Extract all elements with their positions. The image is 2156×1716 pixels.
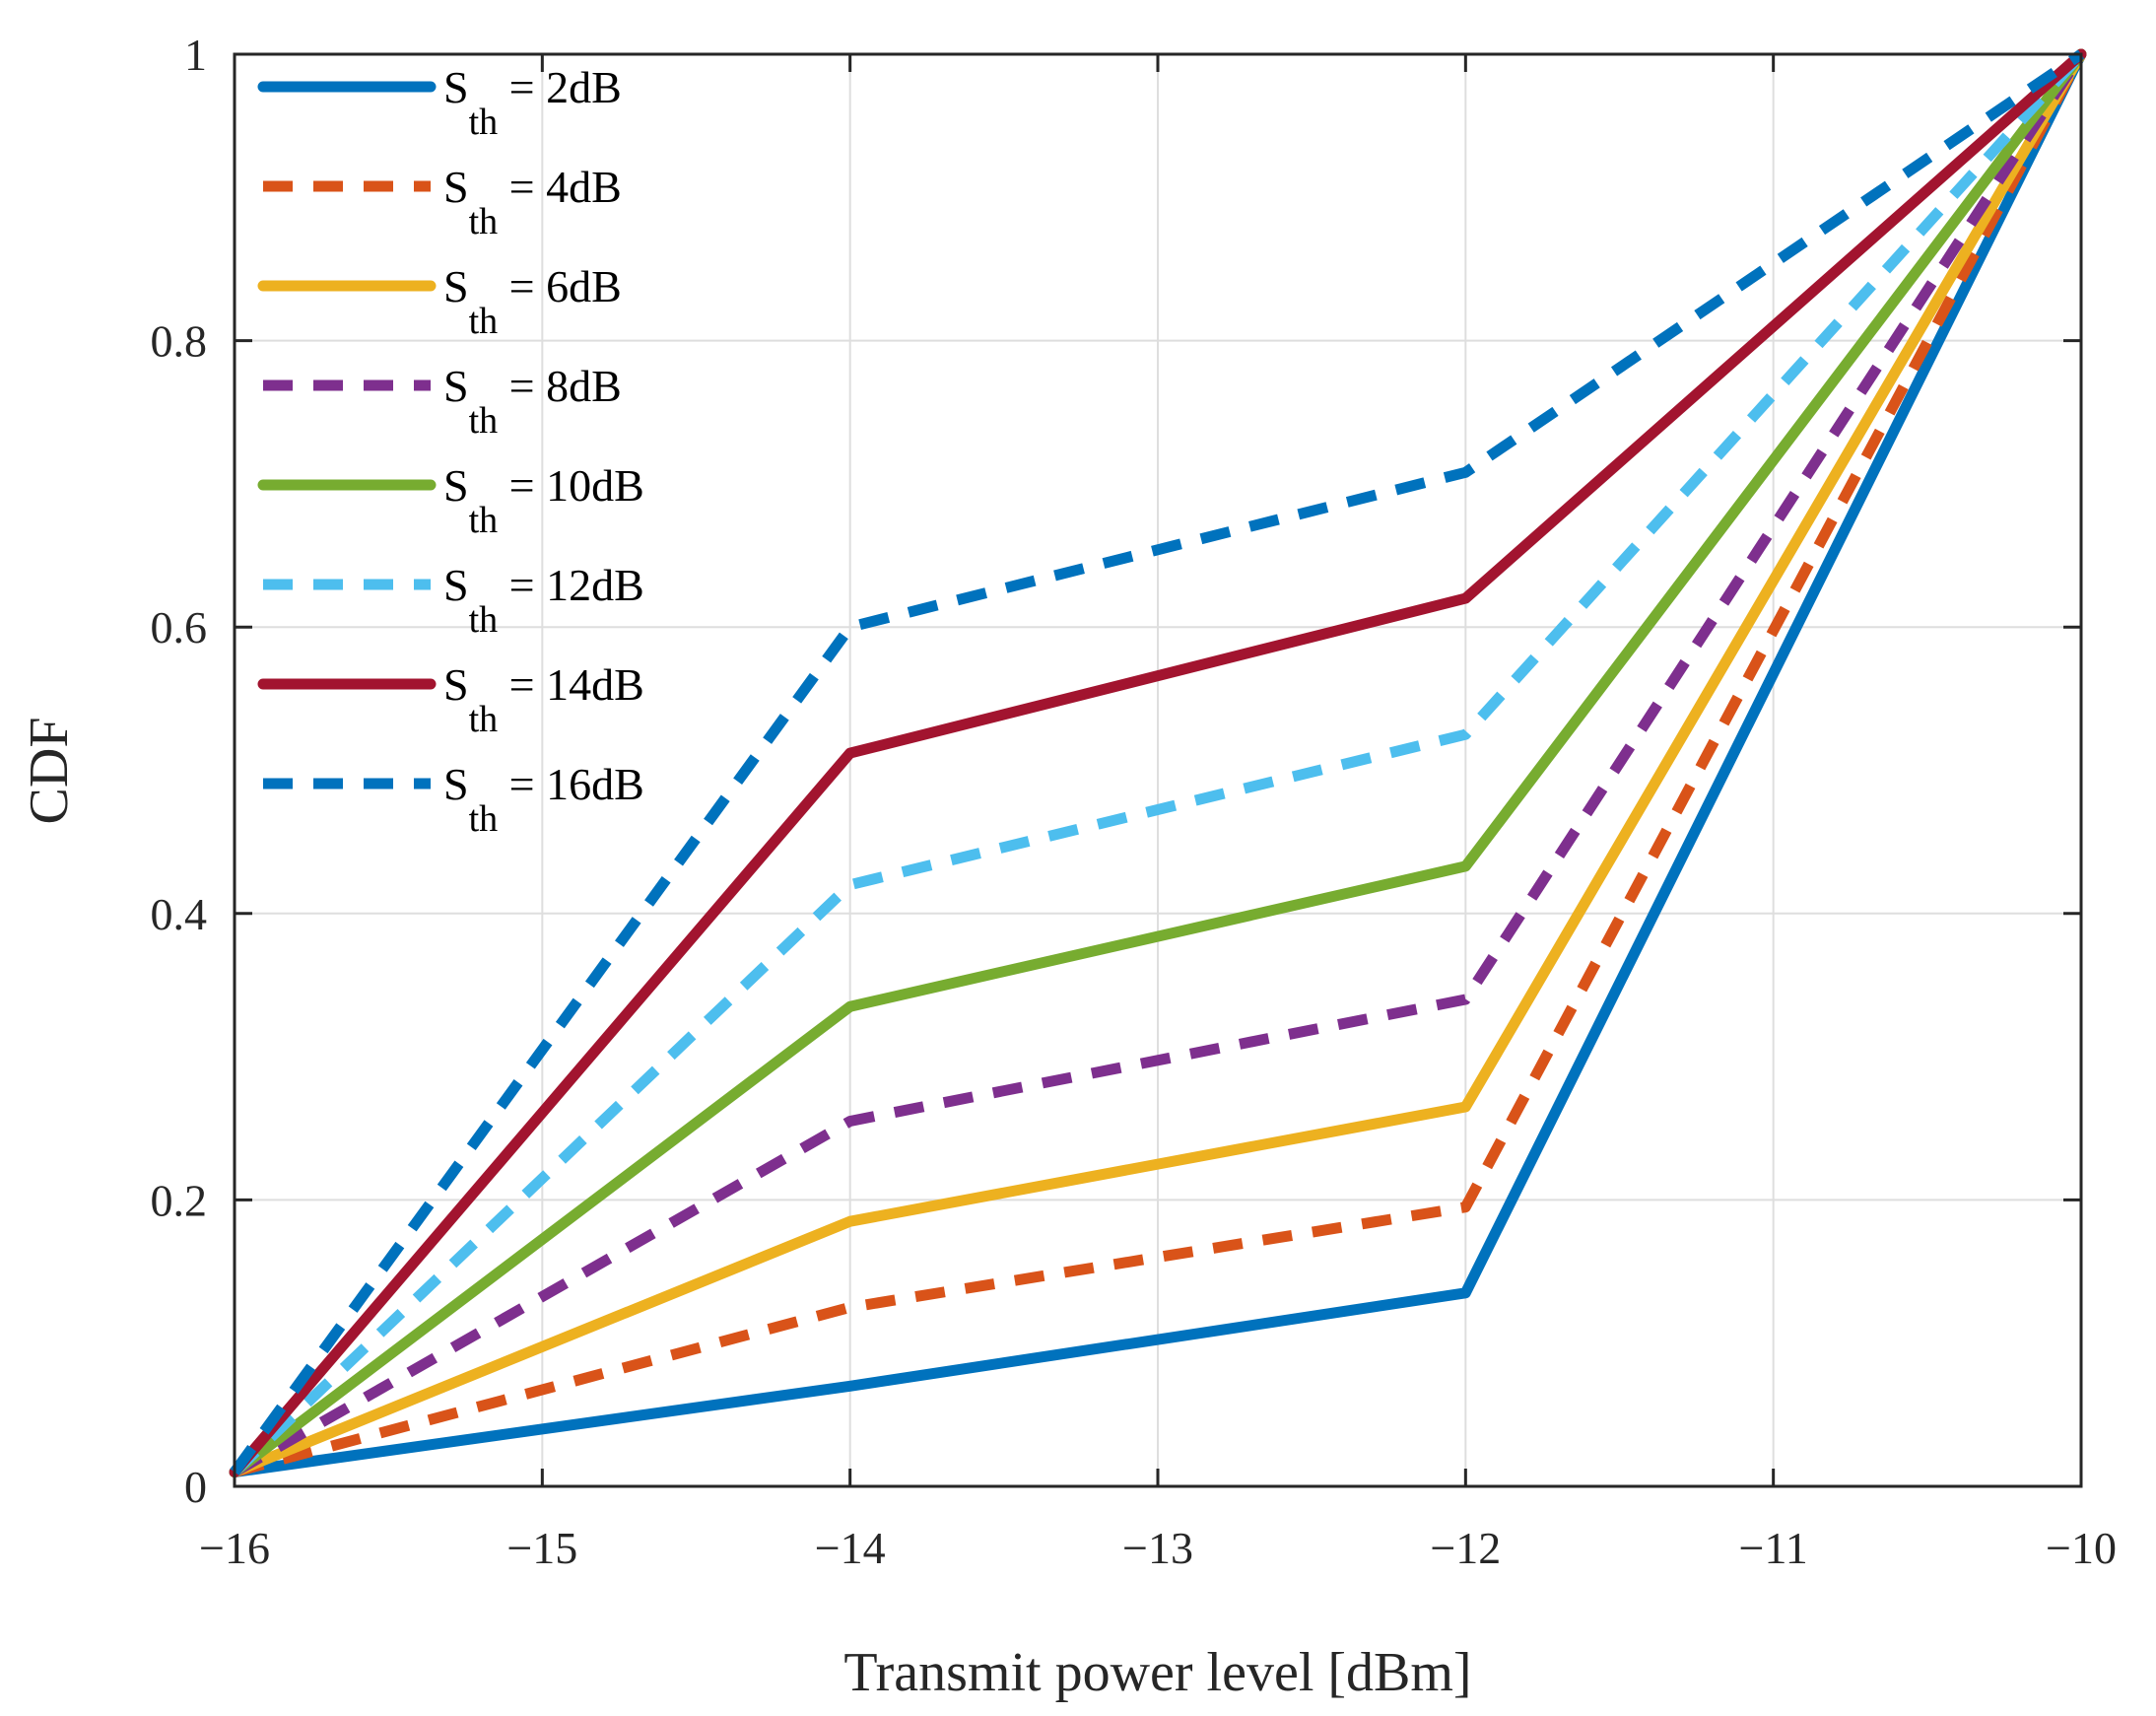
x-tick-label: −14 <box>815 1523 886 1573</box>
series-line-4 <box>232 50 2086 1477</box>
legend-label-6: Sth = 12dB <box>443 560 644 641</box>
x-tick-label: −11 <box>1739 1523 1808 1573</box>
legend-label-3: Sth = 6dB <box>443 261 622 342</box>
legend-label-8: Sth = 16dB <box>443 759 644 840</box>
series-line-6 <box>231 50 2086 1476</box>
y-tick-label: 0.2 <box>151 1175 208 1225</box>
y-axis-label: CDF <box>19 718 80 825</box>
y-tick-label: 0.6 <box>151 602 208 652</box>
series-line-3 <box>229 48 2087 1477</box>
series-lines <box>229 48 2087 1477</box>
y-tick-label: 0.4 <box>151 889 208 939</box>
y-tick-labels: 0 0.2 0.4 0.6 0.8 1 <box>151 30 208 1512</box>
grid <box>235 54 2081 1486</box>
x-axis-label: Transmit power level [dBm] <box>843 1642 1471 1703</box>
legend-label-7: Sth = 14dB <box>443 659 644 740</box>
x-tick-labels: −16 −15 −14 −13 −12 −11 −10 <box>199 1523 2117 1573</box>
x-tick-label: −12 <box>1430 1523 1501 1573</box>
series-line-7 <box>229 48 2087 1477</box>
y-tick-label: 0 <box>184 1462 207 1512</box>
series-line-8 <box>230 49 2085 1476</box>
legend-label-5: Sth = 10dB <box>443 460 644 541</box>
legend-label-1: Sth = 2dB <box>443 62 622 143</box>
legend-label-2: Sth = 4dB <box>443 162 622 242</box>
x-tick-label: −15 <box>506 1523 577 1573</box>
x-tick-label: −10 <box>2046 1523 2117 1573</box>
series-line-1 <box>229 48 2087 1477</box>
x-tick-label: −16 <box>199 1523 270 1573</box>
y-tick-label: 1 <box>184 30 207 80</box>
series-line-2 <box>233 51 2086 1477</box>
legend-label-4: Sth = 8dB <box>443 361 622 442</box>
y-tick-label: 0.8 <box>151 316 208 367</box>
x-tick-label: −13 <box>1122 1523 1193 1573</box>
series-line-5 <box>229 48 2087 1477</box>
axis-ticks <box>233 52 2083 1488</box>
legend: Sth = 2dB Sth = 4dB Sth = 6dB Sth = 8dB Sth … <box>257 62 644 840</box>
